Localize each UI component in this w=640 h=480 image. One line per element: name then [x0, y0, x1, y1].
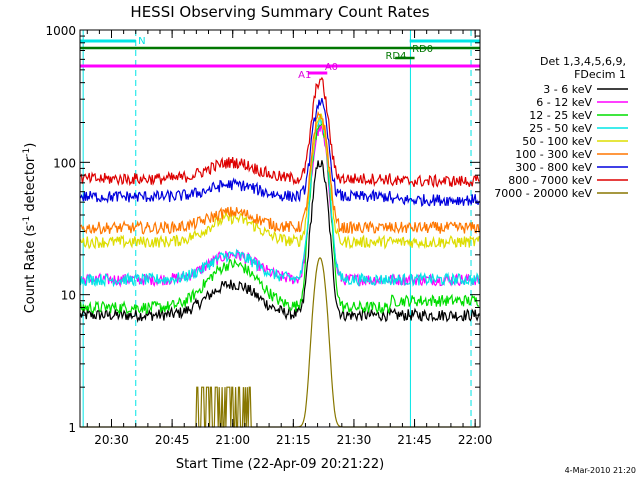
legend-label: 50 - 100 keV [522, 135, 592, 148]
y-tick-label: 10 [61, 289, 76, 303]
y-axis-label-sup2: -1 [22, 148, 32, 157]
x-tick-label: 20:30 [94, 433, 129, 447]
chart-title: HESSI Observing Summary Count Rates [130, 3, 429, 21]
legend-header: Det 1,3,4,5,6,9, [540, 55, 626, 68]
series-line [79, 113, 480, 250]
attenuator-bars: N RD0 RD4 A0 A1 [80, 36, 480, 81]
x-tick-label: 21:00 [215, 433, 250, 447]
y-tick-label: 100 [53, 156, 76, 170]
series-line [80, 110, 480, 235]
legend-label: 800 - 7000 keV [508, 174, 592, 187]
annotation-label: A0 [325, 62, 338, 73]
plot-frame [79, 29, 481, 428]
axis-ticks: 20:30 20:45 21:00 21:15 21:30 21:45 22:00 1 10 10… [45, 24, 492, 447]
annotation-label: RD4 [385, 51, 406, 62]
footer-timestamp: 4-Mar-2010 21:20 [565, 466, 636, 475]
x-axis-label: Start Time (22-Apr-09 20:21:22) [176, 457, 384, 472]
annotation-label: N [138, 36, 145, 47]
y-tick-label: 1000 [45, 24, 76, 38]
legend-header: FDecim 1 [574, 68, 626, 81]
series-line [79, 114, 480, 288]
y-tick-label: 1 [68, 421, 76, 435]
x-tick-label: 21:30 [337, 433, 372, 447]
annotation-label: RD0 [412, 44, 433, 55]
y-axis-label: Count Rate (s-1 detector-1) [22, 143, 38, 314]
legend-label: 300 - 800 keV [515, 161, 592, 174]
x-tick-label: 21:15 [276, 433, 311, 447]
annotation-label: A1 [298, 70, 311, 81]
series-line [79, 122, 480, 315]
legend-label: 7000 - 20000 keV [494, 187, 592, 200]
legend-label: 3 - 6 keV [543, 83, 592, 96]
legend-label: 100 - 300 keV [515, 148, 592, 161]
y-axis-label-mid: detector [23, 156, 38, 216]
y-axis-label-end: ) [23, 143, 38, 148]
y-axis-label-sup1: -1 [22, 216, 32, 225]
series-line [79, 97, 480, 207]
x-tick-label: 20:45 [155, 433, 190, 447]
series-line [80, 76, 480, 189]
y-axis-label-main: Count Rate (s [23, 225, 38, 314]
legend-label: 25 - 50 keV [529, 122, 592, 135]
x-tick-label: 22:00 [458, 433, 493, 447]
legend-label: 6 - 12 keV [536, 96, 592, 109]
legend-label: 12 - 25 keV [529, 109, 592, 122]
x-tick-label: 21:45 [397, 433, 432, 447]
